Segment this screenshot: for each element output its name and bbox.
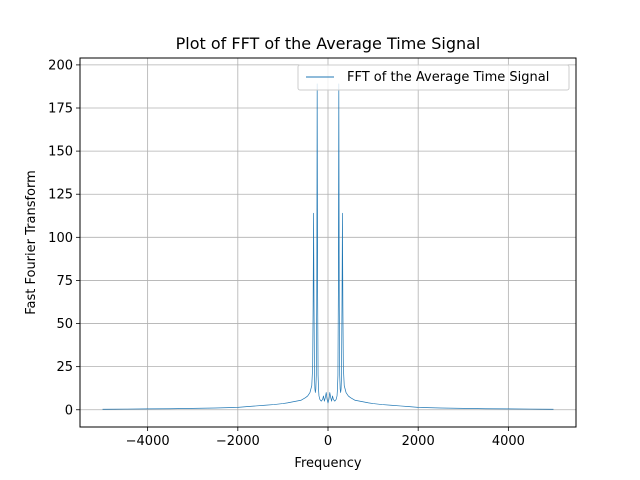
- series-line: [102, 83, 554, 410]
- legend-box: [297, 64, 570, 91]
- x-tick-label: 2000: [402, 434, 435, 449]
- y-tick-label: 150: [48, 145, 73, 160]
- y-axis-ticks: 0 25 50 75 100 125 150 175 200: [48, 58, 80, 418]
- x-axis-title: Frequency: [294, 456, 361, 471]
- x-tick-label: −2000: [216, 434, 260, 449]
- chart-title: Plot of FFT of the Average Time Signal: [176, 34, 481, 53]
- y-tick-label: 75: [56, 274, 73, 289]
- x-tick-label: 0: [324, 434, 332, 449]
- y-tick-label: 200: [48, 58, 73, 73]
- x-tick-label: −4000: [126, 434, 170, 449]
- y-tick-label: 0: [65, 403, 73, 418]
- grid: [80, 58, 576, 427]
- y-axis-title: Fast Fourier Transform: [24, 170, 39, 315]
- plot-area: [102, 83, 554, 410]
- y-tick-label: 50: [56, 317, 73, 332]
- y-tick-label: 100: [48, 231, 73, 246]
- legend: FFT of the Average Time Signal: [297, 64, 570, 91]
- legend-label: FFT of the Average Time Signal: [347, 70, 549, 85]
- y-tick-label: 175: [48, 102, 73, 117]
- y-tick-label: 125: [48, 188, 73, 203]
- x-axis-ticks: −4000 −2000 0 2000 4000: [126, 427, 525, 449]
- y-tick-label: 25: [56, 360, 73, 375]
- x-tick-label: 4000: [492, 434, 525, 449]
